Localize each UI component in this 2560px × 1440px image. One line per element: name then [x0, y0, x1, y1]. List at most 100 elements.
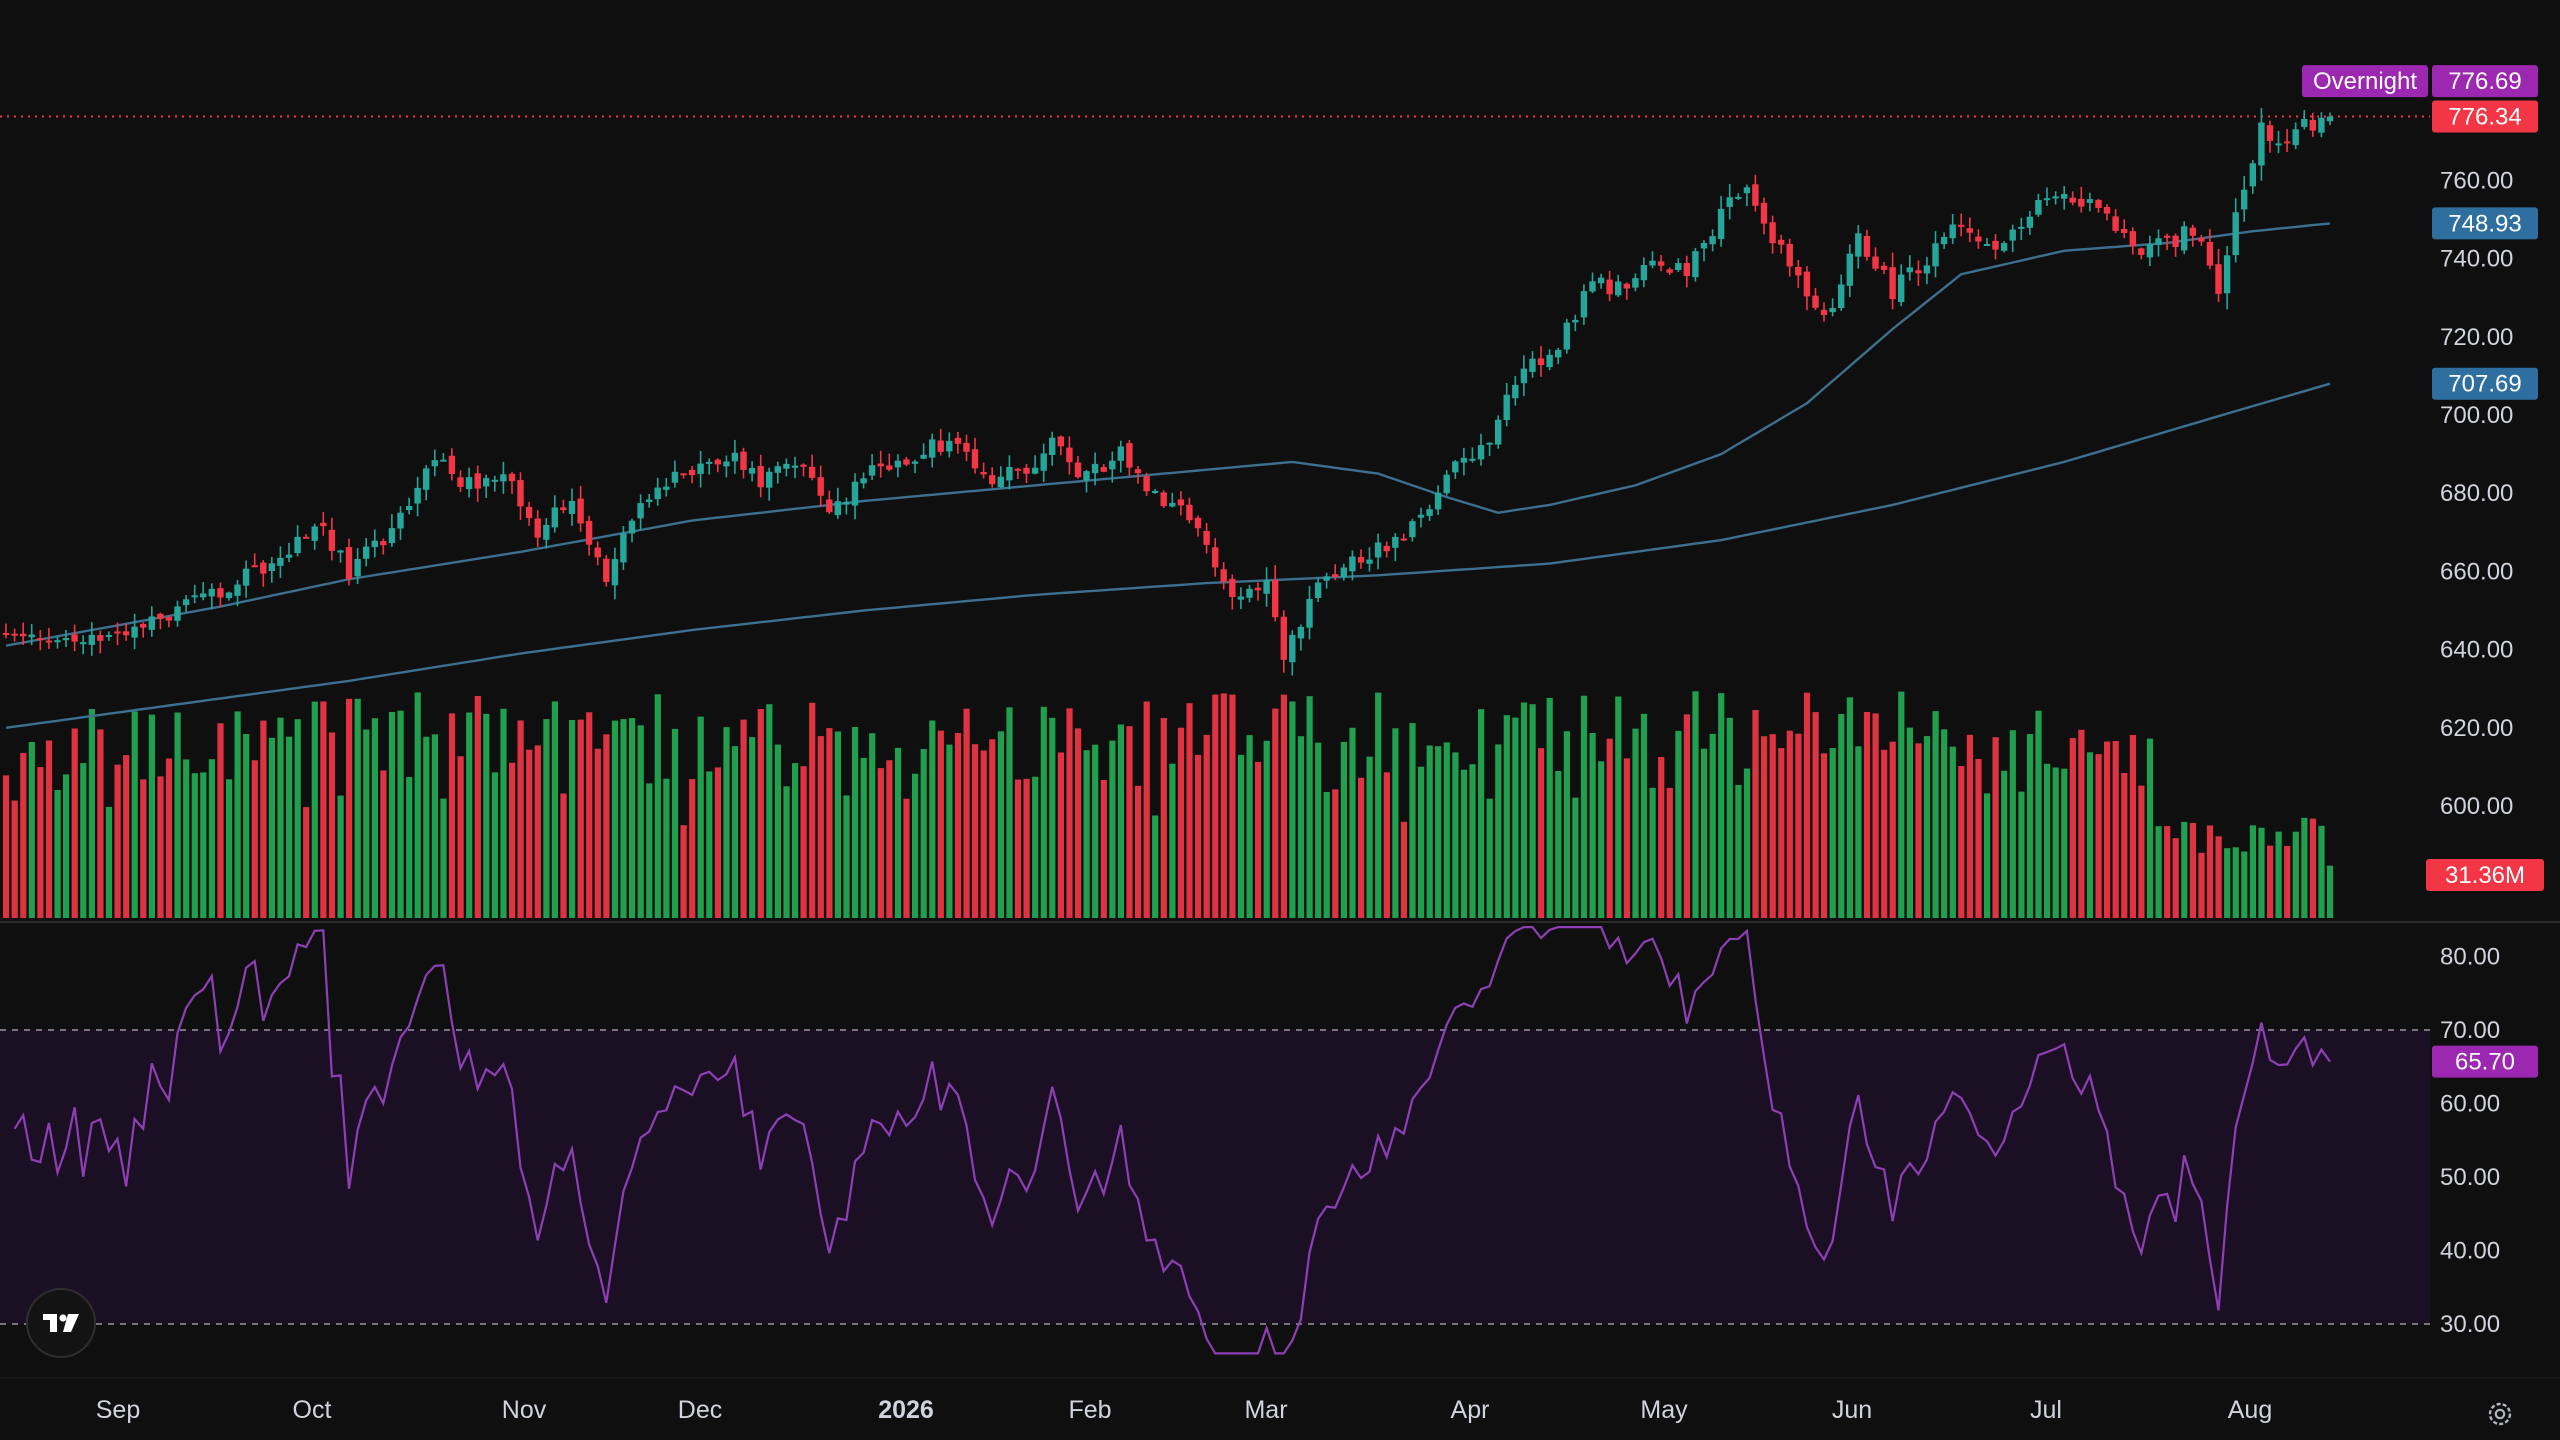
price-tick-label: 600.00 [2440, 793, 2513, 820]
volume-bar [1649, 787, 1656, 918]
volume-bar [1829, 748, 1836, 918]
candle-body [371, 540, 378, 548]
candle-body [1812, 295, 1819, 308]
price-tick-label: 700.00 [2440, 402, 2513, 429]
gear-icon[interactable] [2478, 1392, 2522, 1436]
candle-body [1272, 580, 1279, 618]
candle-body [62, 638, 70, 641]
candle-body [217, 588, 224, 598]
candle-body [1263, 580, 1270, 594]
volume-bar [1692, 691, 1699, 918]
candle-body [688, 469, 696, 475]
candle-body [1383, 545, 1390, 552]
volume-bar [63, 774, 70, 918]
time-axis-label: Oct [293, 1396, 332, 1424]
volume-bar [2275, 831, 2282, 918]
volume-bar [2104, 741, 2111, 918]
candle-body [1743, 187, 1751, 194]
volume-bar [1984, 793, 1991, 918]
volume-bar [1778, 748, 1785, 918]
volume-bar [697, 716, 704, 918]
candle-body [165, 617, 173, 621]
volume-bar [1735, 784, 1742, 918]
volume-bar [886, 760, 893, 918]
candle-body [2061, 194, 2068, 199]
candle-body [971, 449, 979, 469]
tradingview-logo-icon[interactable] [26, 1288, 96, 1358]
gear-glyph [2488, 1402, 2512, 1426]
volume-bar [997, 731, 1004, 918]
volume-bar [1392, 728, 1399, 918]
volume-bar [1632, 728, 1639, 918]
volume-bar [2069, 738, 2076, 918]
logo-glyph [43, 1314, 79, 1332]
volume-bar [440, 798, 447, 918]
candle-body [1151, 491, 1159, 493]
volume-bar [363, 729, 370, 918]
candle-body [1915, 270, 1922, 274]
volume-bar [303, 807, 310, 918]
candle-body [1280, 616, 1287, 660]
candle-body [1855, 233, 1862, 257]
candle-body [920, 454, 927, 459]
candle-body [800, 464, 807, 467]
volume-bar [2121, 773, 2128, 918]
volume-bar [980, 750, 987, 918]
volume-bar [1349, 727, 1356, 918]
candle-body [1340, 567, 1347, 578]
candle-body [200, 593, 207, 598]
candle-body [354, 559, 361, 577]
volume-bar [71, 728, 78, 918]
volume-bar [526, 749, 533, 918]
candle-body [105, 635, 113, 637]
time-axis-label: Feb [1068, 1396, 1111, 1424]
rsi-tick-label: 40.00 [2440, 1238, 2500, 1265]
volume-bar [603, 734, 610, 918]
volume-bar [1032, 776, 1039, 918]
candle-body [1246, 588, 1253, 598]
candle-body [1066, 447, 1073, 463]
candle-body [1006, 467, 1013, 481]
candle-body [1126, 443, 1133, 468]
candle-body [1546, 354, 1553, 368]
ma-long-badge-text: 707.69 [2448, 371, 2521, 398]
candle-body [911, 461, 919, 464]
candle-body [2215, 264, 2222, 294]
volume-bar [174, 712, 181, 918]
candle-body [1537, 358, 1545, 366]
candle-body [242, 568, 250, 586]
candle-body [654, 487, 661, 500]
candle-body [1332, 574, 1339, 577]
candle-body [1169, 502, 1176, 507]
rsi-tick-label: 30.00 [2440, 1311, 2500, 1338]
candle-body [1992, 240, 1999, 250]
volume-bar [1666, 787, 1673, 918]
volume-bar [1881, 749, 1888, 918]
candle-body [2018, 226, 2025, 229]
volume-bar [328, 732, 336, 918]
volume-bar [457, 756, 464, 918]
candle-body [2163, 235, 2171, 238]
volume-bar [260, 720, 267, 918]
volume-bar [1306, 696, 1313, 918]
candle-body [671, 471, 679, 483]
volume-bar [774, 744, 781, 918]
volume-bar [1606, 738, 1613, 918]
candle-body [1160, 492, 1167, 507]
volume-bar [1769, 734, 1776, 918]
volume-bar [877, 768, 884, 918]
volume-bar [569, 720, 576, 918]
volume-bar [620, 719, 627, 918]
volume-bar [1889, 741, 1896, 918]
candle-body [706, 461, 713, 464]
volume-bar [1169, 763, 1176, 918]
volume-bar [2249, 825, 2256, 918]
volume-bar [843, 795, 850, 918]
volume-bar [1400, 821, 1407, 918]
volume-bar [2172, 838, 2179, 918]
candle-body [1846, 253, 1853, 286]
volume-bar [1718, 693, 1725, 918]
candle-body [80, 642, 87, 645]
volume-bar [1014, 779, 1022, 918]
